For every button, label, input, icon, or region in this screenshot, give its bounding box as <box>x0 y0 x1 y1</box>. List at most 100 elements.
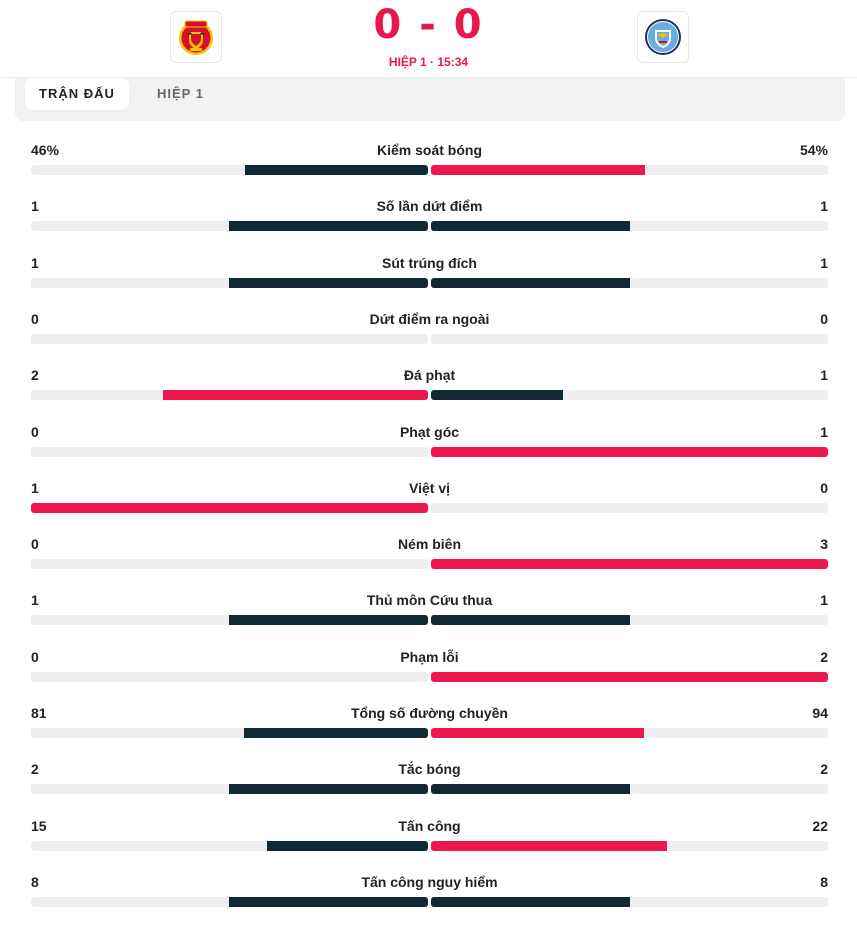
home-stat-bar <box>229 278 428 288</box>
away-stat-track <box>431 447 828 457</box>
away-stat-track <box>431 221 828 231</box>
away-stat-value: 54% <box>799 142 828 158</box>
home-stat-bar <box>244 728 428 738</box>
away-stat-track <box>431 559 828 569</box>
away-stat-bar <box>431 672 828 682</box>
home-stat-track <box>31 897 428 907</box>
away-stat-bar <box>431 278 630 288</box>
away-stat-bar <box>431 447 828 457</box>
home-stat-track <box>31 615 428 625</box>
away-stat-bar <box>431 615 630 625</box>
away-stat-value: 2 <box>820 761 828 777</box>
home-stat-value: 1 <box>31 480 39 496</box>
score-separator: - <box>419 2 438 48</box>
away-stat-value: 2 <box>820 649 828 665</box>
stat-label: Số lần dứt điểm <box>376 198 483 214</box>
stat-row: 81 Tổng số đường chuyền 94 <box>31 705 828 739</box>
manchester-city-crest-icon <box>645 19 681 55</box>
stat-label: Sút trúng đích <box>382 255 477 271</box>
score-display: 0 - 0 <box>0 2 857 48</box>
away-stat-track <box>431 784 828 794</box>
stat-row: 1 Thủ môn Cứu thua 1 <box>31 592 828 626</box>
home-stat-value: 1 <box>31 198 39 214</box>
away-stat-value: 94 <box>812 705 828 721</box>
away-stat-value: 1 <box>820 592 828 608</box>
away-stat-track <box>431 390 828 400</box>
home-stat-track <box>31 334 428 344</box>
home-stat-value: 2 <box>31 367 39 383</box>
home-stat-track <box>31 390 428 400</box>
away-stat-track <box>431 334 828 344</box>
home-stat-value: 0 <box>31 311 39 327</box>
away-stat-track <box>431 841 828 851</box>
stat-row: 46% Kiểm soát bóng 54% <box>31 142 828 176</box>
home-stat-track <box>31 784 428 794</box>
home-stat-track <box>31 841 428 851</box>
stat-label: Kiểm soát bóng <box>376 142 482 158</box>
home-stat-bar <box>267 841 428 851</box>
home-stat-bar <box>229 784 428 794</box>
away-score: 0 <box>453 2 484 48</box>
away-stat-bar <box>431 559 828 569</box>
stat-row: 15 Tấn công 22 <box>31 818 828 852</box>
home-stat-value: 0 <box>31 424 39 440</box>
stat-row: 1 Sút trúng đích 1 <box>31 255 828 289</box>
away-stat-value: 8 <box>820 874 828 890</box>
stat-row: 1 Việt vị 0 <box>31 480 828 514</box>
match-header: 0 - 0 HIỆP 1 · 15:34 <box>0 0 857 78</box>
home-stat-track <box>31 503 428 513</box>
home-stat-track <box>31 728 428 738</box>
away-stat-bar <box>431 784 630 794</box>
home-stat-bar <box>31 503 428 513</box>
stat-label: Tấn công <box>398 818 461 834</box>
away-stat-value: 3 <box>820 536 828 552</box>
away-stat-track <box>431 503 828 513</box>
match-status: HIỆP 1 · 15:34 <box>388 55 469 69</box>
away-stat-value: 0 <box>820 311 828 327</box>
away-stat-track <box>431 278 828 288</box>
home-stat-track <box>31 221 428 231</box>
stat-label: Phạm lỗi <box>400 649 459 665</box>
stat-label: Thủ môn Cứu thua <box>366 592 493 608</box>
home-stat-bar <box>245 165 428 175</box>
away-team-crest[interactable] <box>637 11 689 63</box>
home-stat-value: 2 <box>31 761 39 777</box>
away-stat-value: 22 <box>812 818 828 834</box>
away-stat-track <box>431 728 828 738</box>
away-stat-bar <box>431 728 644 738</box>
stat-row: 0 Phạm lỗi 2 <box>31 649 828 683</box>
away-stat-track <box>431 897 828 907</box>
away-stat-bar <box>431 165 645 175</box>
home-stat-value: 1 <box>31 255 39 271</box>
away-stat-value: 1 <box>820 198 828 214</box>
away-stat-value: 1 <box>820 367 828 383</box>
home-stat-track <box>31 447 428 457</box>
home-stat-track <box>31 559 428 569</box>
home-stat-bar <box>229 615 428 625</box>
away-stat-bar <box>431 897 630 907</box>
stat-label: Việt vị <box>409 480 450 496</box>
away-stat-bar <box>431 390 563 400</box>
stat-label: Phạt góc <box>399 424 460 440</box>
stat-label: Tổng số đường chuyền <box>351 705 508 721</box>
home-stat-bar <box>229 897 428 907</box>
stat-row: 0 Phạt góc 1 <box>31 424 828 458</box>
away-stat-value: 1 <box>820 255 828 271</box>
home-stat-track <box>31 278 428 288</box>
stat-row: 1 Số lần dứt điểm 1 <box>31 198 828 232</box>
home-stat-track <box>31 165 428 175</box>
home-team-crest[interactable] <box>170 11 222 63</box>
away-stat-value: 1 <box>820 424 828 440</box>
away-stat-bar <box>431 221 630 231</box>
home-stat-bar <box>229 221 428 231</box>
stat-row: 0 Dứt điểm ra ngoài 0 <box>31 311 828 345</box>
manchester-united-crest-icon <box>179 20 213 55</box>
home-stat-value: 0 <box>31 536 39 552</box>
stat-label: Tấn công nguy hiểm <box>361 874 498 890</box>
tab-full-match[interactable]: TRẬN ĐẤU <box>25 78 129 110</box>
stat-label: Đá phạt <box>403 367 456 383</box>
home-stat-value: 81 <box>31 705 47 721</box>
home-stat-value: 46% <box>31 142 60 158</box>
away-stat-value: 0 <box>820 480 828 496</box>
tab-first-half[interactable]: HIỆP 1 <box>157 86 204 101</box>
